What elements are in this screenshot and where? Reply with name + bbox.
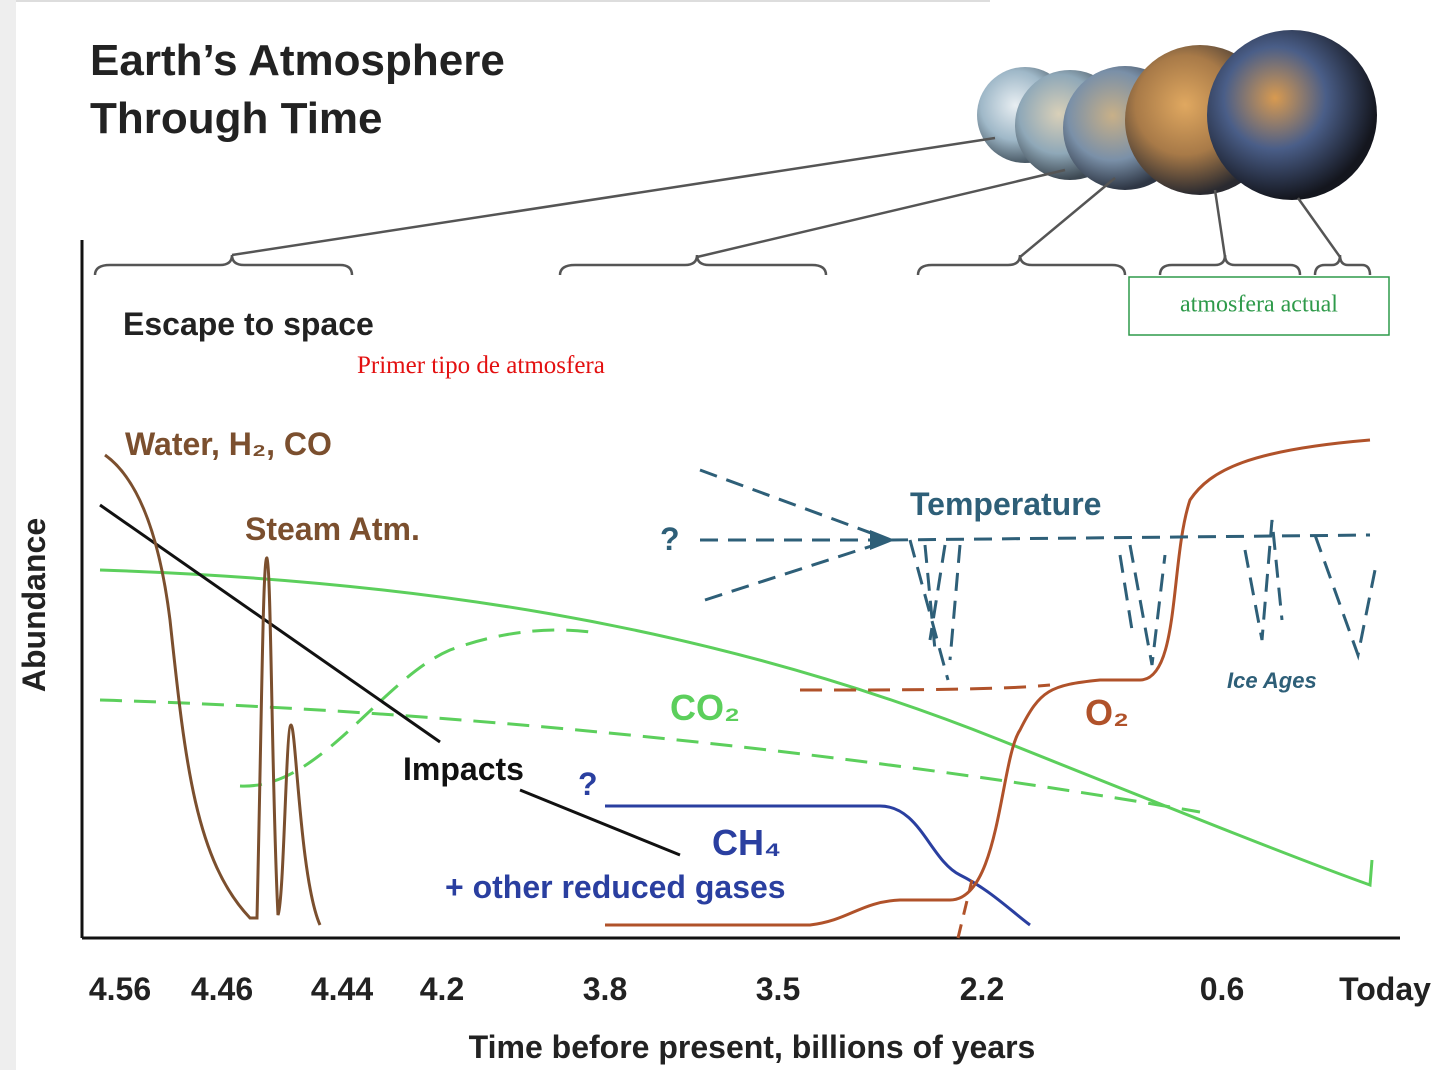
curves	[99, 438, 1377, 939]
x-tick-label: 3.8	[583, 971, 627, 1007]
label: Water, H₂, CO	[125, 426, 332, 462]
label: Ice Ages	[1227, 668, 1317, 693]
label: CO₂	[670, 687, 740, 728]
label: ?	[660, 521, 680, 557]
label: + other reduced gases	[445, 869, 786, 905]
y-axis-label: Abundance	[16, 518, 52, 692]
label: Impacts	[403, 751, 524, 787]
planets	[977, 30, 1377, 200]
x-tick-label: 4.56	[89, 971, 151, 1007]
annotation: atmosfera actual	[1180, 292, 1338, 318]
label: ?	[578, 766, 598, 802]
label: O₂	[1085, 692, 1129, 733]
x-tick-label: 2.2	[960, 971, 1004, 1007]
x-tick-label: 4.46	[191, 971, 253, 1007]
title: Through Time	[90, 94, 383, 143]
left-strip	[0, 0, 16, 1070]
x-axis-label: Time before present, billions of years	[469, 1029, 1036, 1065]
annotation: Primer tipo de atmosfera	[357, 352, 605, 379]
x-tick-label: 0.6	[1200, 971, 1244, 1007]
label: Steam Atm.	[245, 511, 420, 547]
brackets	[93, 136, 1372, 276]
title: Earth’s Atmosphere	[90, 36, 505, 85]
annotation-box	[1128, 276, 1390, 336]
x-ticks: 4.56 4.46 4.44 4.2 3.8 3.5 2.2 0.6 Today	[89, 971, 1431, 1007]
x-tick-label: Today	[1339, 971, 1431, 1007]
label: Escape to space	[123, 306, 374, 342]
label: Temperature	[910, 486, 1101, 522]
label: CH₄	[712, 822, 781, 863]
x-tick-label: 4.44	[311, 971, 373, 1007]
x-tick-label: 3.5	[756, 971, 800, 1007]
x-tick-label: 4.2	[420, 971, 464, 1007]
